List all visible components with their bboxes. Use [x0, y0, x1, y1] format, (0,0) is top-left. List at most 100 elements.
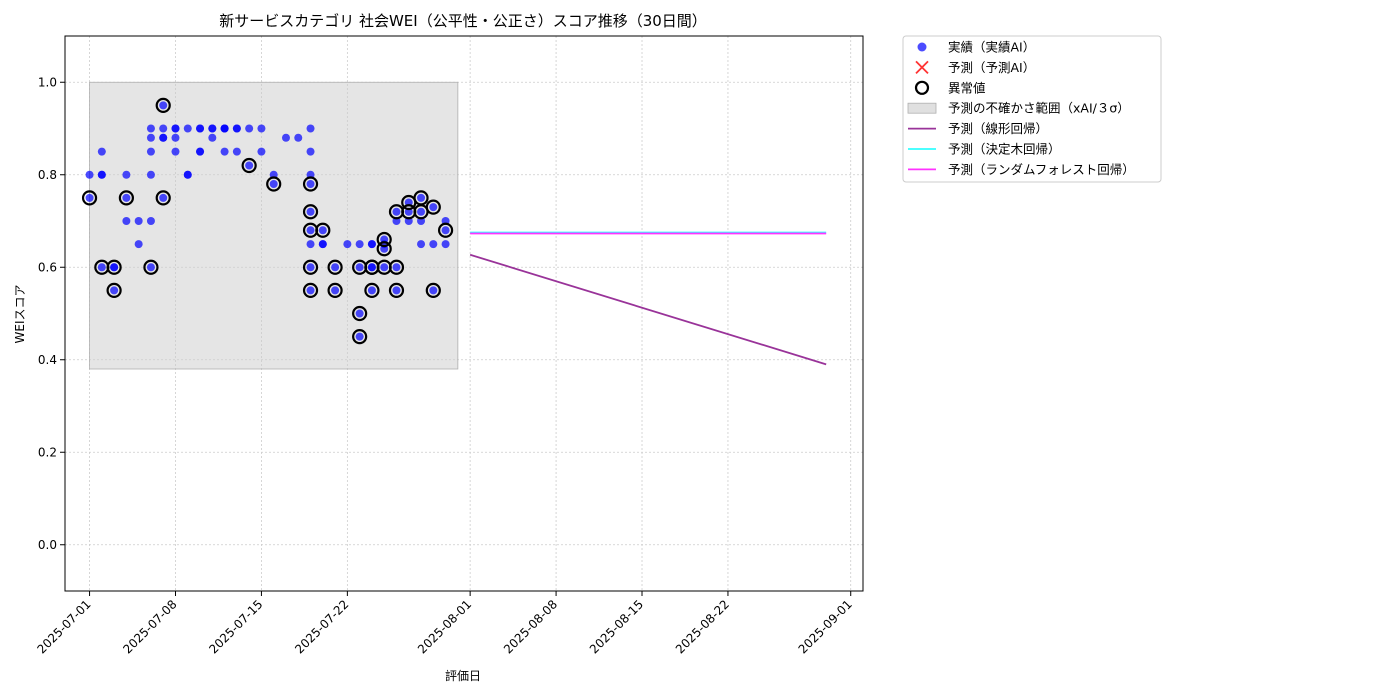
actual-point [367, 240, 376, 249]
actual-point [97, 263, 106, 272]
actual-point [146, 263, 155, 272]
actual-point [134, 217, 143, 225]
actual-point [159, 101, 168, 110]
actual-point [441, 226, 450, 235]
y-tick-label: 0.4 [38, 353, 57, 367]
anomaly-ring [437, 222, 454, 238]
actual-point [171, 147, 180, 156]
y-axis-label: WEIスコア [13, 285, 27, 344]
y-tick-label: 0.8 [38, 168, 57, 182]
actual-points [85, 101, 450, 341]
actual-point [429, 286, 438, 295]
actual-point [281, 133, 290, 142]
x-tick-label: 2025-07-01 [34, 597, 93, 656]
actual-point [146, 124, 155, 133]
anomaly-ring [352, 305, 368, 322]
x-tick-label: 2025-07-15 [206, 597, 265, 656]
anomaly-ring [143, 259, 159, 275]
actual-point [306, 147, 315, 156]
actual-point [392, 207, 401, 216]
anomaly-ring [155, 190, 171, 206]
anomaly-ring [302, 282, 319, 298]
actual-point [245, 161, 254, 170]
anomaly-ring [376, 241, 392, 257]
uncertainty-band-layer [89, 81, 459, 370]
actual-point [122, 193, 131, 202]
uncertainty-band [89, 81, 459, 370]
actual-point [306, 240, 315, 249]
anomaly-ring [388, 282, 405, 298]
actual-point [392, 263, 401, 272]
actual-point [232, 147, 241, 156]
anomaly-ring [364, 282, 380, 298]
actual-point [97, 147, 106, 156]
actual-point [355, 263, 364, 272]
actual-point [159, 133, 168, 142]
anomaly-ring [302, 176, 319, 192]
actual-point [245, 124, 254, 133]
y-tick-label: 1.0 [38, 75, 57, 89]
plot-frame [64, 35, 864, 592]
actual-point [122, 170, 131, 179]
legend-swatch-anomaly [914, 80, 930, 95]
chart-title: 新サービスカテゴリ 社会WEI（公平性・公正さ）スコア推移（30日間） [219, 12, 707, 30]
actual-point [417, 240, 426, 249]
actual-point [294, 133, 303, 142]
actual-point [257, 147, 266, 156]
anomaly-ring [315, 222, 331, 238]
anomaly-ring [425, 199, 441, 215]
actual-point [183, 124, 192, 133]
actual-point [159, 124, 168, 133]
actual-point [85, 193, 94, 202]
legend-swatch-forecast [915, 60, 929, 75]
actual-point [232, 124, 241, 133]
legend-swatch-band [907, 102, 937, 114]
actual-point [146, 133, 155, 142]
anomaly-ring [155, 97, 171, 113]
actual-point [146, 170, 155, 179]
actual-point [355, 240, 364, 249]
actual-point [110, 263, 119, 272]
actual-point [171, 124, 180, 133]
x-tick-label: 2025-08-08 [501, 597, 560, 656]
x-tick-label: 2025-07-08 [120, 597, 179, 656]
x-tick-label: 2025-08-01 [415, 597, 474, 656]
actual-point [183, 170, 192, 179]
actual-point [196, 124, 205, 133]
anomaly-ring [376, 231, 392, 248]
actual-point [110, 286, 119, 295]
anomaly-ring [327, 259, 343, 275]
anomaly-rings [81, 97, 454, 345]
actual-point [171, 133, 180, 142]
actual-point [355, 309, 364, 318]
anomaly-ring [327, 282, 343, 298]
actual-point [417, 207, 426, 216]
actual-point [417, 193, 426, 202]
actual-point [269, 180, 278, 188]
anomaly-ring [352, 329, 368, 345]
anomaly-ring [302, 204, 319, 220]
actual-point [331, 263, 340, 272]
x-axis-label: 評価日 [445, 668, 481, 683]
anomaly-ring [81, 190, 98, 206]
y-tick-label: 0.2 [38, 445, 57, 459]
anomaly-ring [106, 282, 122, 298]
prediction-lines [469, 231, 827, 366]
actual-point [306, 263, 315, 272]
x-tick-label: 2025-07-22 [292, 597, 351, 656]
actual-point [122, 217, 131, 225]
actual-point [257, 124, 266, 133]
actual-point [441, 240, 450, 249]
actual-point [306, 124, 315, 133]
y-tick-label: 0.6 [38, 260, 57, 274]
actual-point [429, 240, 438, 249]
actual-point [97, 170, 106, 179]
anomaly-ring [118, 190, 134, 206]
legend-label: 異常値 [948, 80, 986, 95]
x-tick-label: 2025-08-15 [587, 597, 646, 656]
actual-point [343, 240, 352, 249]
legend-label: 予測（予測AI） [948, 60, 1035, 75]
y-tick-label: 0.0 [38, 538, 57, 552]
legend-label: 実績（実績AI） [948, 40, 1035, 55]
